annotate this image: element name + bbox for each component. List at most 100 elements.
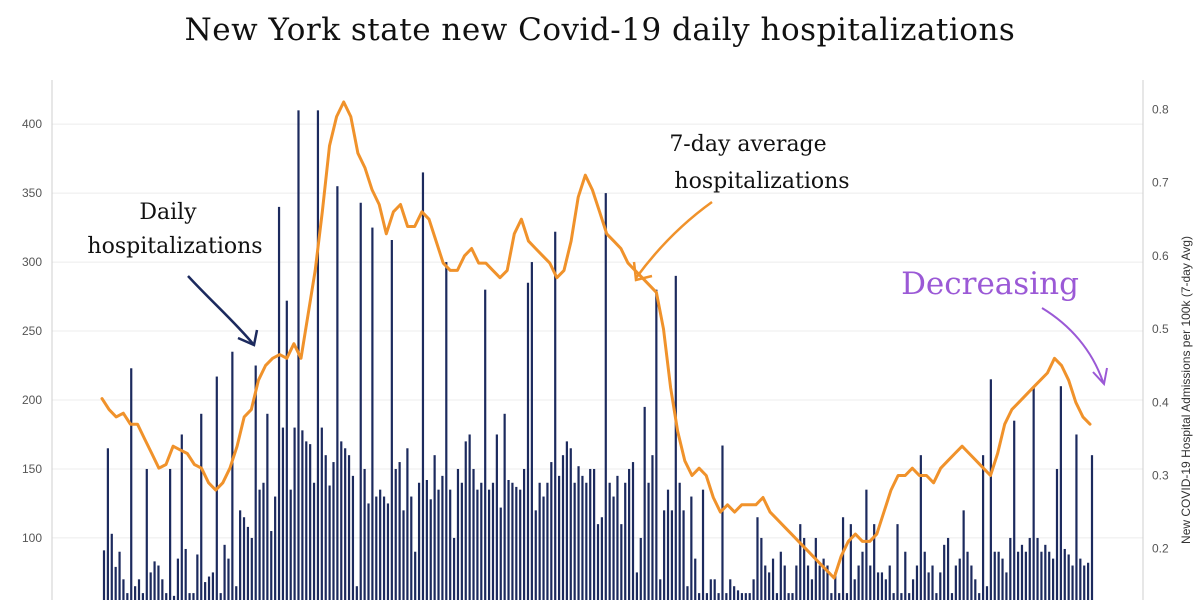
daily-bar — [511, 482, 514, 600]
daily-bar — [468, 434, 471, 600]
daily-bar — [274, 496, 277, 600]
daily-bar — [394, 468, 397, 600]
daily-bar — [701, 489, 705, 600]
daily-bar — [1059, 386, 1062, 600]
y-tick-label: 250 — [22, 324, 42, 338]
arrowhead-daily-hospitalizations — [237, 329, 259, 347]
daily-bar — [165, 593, 168, 600]
arrowhead-7day-average — [632, 261, 653, 282]
daily-bar — [581, 475, 584, 600]
daily-bar — [857, 565, 860, 600]
annotation-daily: Daily — [139, 200, 197, 225]
daily-bar — [624, 482, 627, 600]
daily-bar — [838, 593, 841, 600]
arrow-decreasing — [1041, 307, 1104, 383]
daily-bar — [499, 507, 502, 600]
daily-bar — [978, 593, 981, 600]
daily-bar — [927, 572, 930, 600]
daily-bar — [347, 455, 351, 600]
daily-bar — [985, 586, 989, 600]
daily-bar — [487, 489, 491, 600]
daily-bar — [635, 572, 638, 600]
daily-bar — [729, 579, 732, 600]
daily-bar — [900, 593, 903, 600]
daily-bar — [752, 579, 755, 600]
daily-bar — [410, 496, 413, 600]
daily-bar — [207, 576, 211, 600]
daily-bar — [231, 351, 234, 600]
daily-bar — [239, 510, 242, 600]
daily-bar — [709, 579, 712, 600]
daily-bar — [180, 434, 183, 600]
daily-bar — [647, 482, 650, 600]
daily-bar — [554, 231, 557, 600]
daily-bar — [834, 572, 837, 600]
seven-day-average-line — [100, 100, 1092, 580]
daily-bar — [880, 572, 884, 600]
daily-bar — [585, 482, 588, 600]
daily-bar — [106, 448, 109, 600]
daily-bar — [612, 496, 615, 600]
daily-bar — [363, 468, 366, 600]
daily-bar — [398, 462, 401, 600]
daily-bar — [733, 586, 736, 600]
daily-bar — [328, 485, 331, 600]
daily-bar — [122, 579, 125, 600]
daily-bar — [919, 455, 922, 600]
daily-bar — [935, 593, 938, 600]
daily-bar — [760, 537, 763, 600]
daily-bar — [849, 524, 852, 600]
chart-title: New York state new Covid-19 daily hospit… — [184, 12, 1016, 48]
daily-bar — [332, 462, 335, 600]
y2-tick-label: 0.4 — [1152, 395, 1169, 409]
daily-bar — [480, 482, 483, 600]
daily-bar — [694, 558, 697, 600]
daily-bar — [301, 430, 304, 600]
daily-bar — [204, 582, 207, 600]
arrowhead-decreasing — [1092, 367, 1108, 387]
daily-bar — [655, 289, 658, 600]
arrow-daily-hospitalizations — [187, 275, 255, 346]
y2-axis-label: New COVID-19 Hospital Admissions per 100… — [1179, 236, 1193, 544]
daily-bar — [270, 531, 273, 600]
daily-bar — [799, 524, 802, 600]
daily-bar — [507, 480, 510, 600]
daily-bar — [515, 486, 518, 600]
daily-bar — [340, 441, 343, 600]
daily-bar — [845, 593, 849, 600]
y2-tick-label: 0.5 — [1152, 322, 1169, 336]
daily-bar — [822, 558, 825, 600]
daily-bar — [561, 455, 565, 600]
daily-bar — [433, 455, 436, 600]
daily-bar — [1071, 565, 1074, 600]
daily-bar — [141, 593, 144, 600]
daily-bar — [355, 586, 358, 600]
daily-bar — [1009, 537, 1012, 600]
daily-bar — [663, 510, 666, 600]
daily-bar — [1079, 558, 1082, 600]
daily-bar — [931, 565, 934, 600]
daily-bar — [604, 193, 607, 600]
daily-bar — [277, 206, 281, 600]
annotation-hospitalizations-2: hospitalizations — [674, 169, 849, 194]
annotations: Daily hospitalizations 7-day average hos… — [87, 132, 1108, 387]
daily-bar — [371, 227, 374, 600]
daily-bar — [550, 462, 553, 600]
daily-bar — [678, 482, 681, 600]
daily-bar — [841, 517, 845, 600]
daily-bar — [153, 561, 156, 600]
daily-bar — [161, 579, 164, 600]
daily-bar — [149, 572, 152, 600]
daily-bar — [1044, 544, 1047, 600]
daily-bar — [145, 468, 148, 600]
daily-bar — [690, 496, 693, 600]
daily-bar — [192, 593, 195, 600]
daily-bar — [806, 565, 810, 600]
daily-bar — [379, 489, 382, 600]
daily-bar — [266, 413, 269, 600]
daily-bar — [227, 558, 230, 600]
daily-bar — [312, 482, 316, 600]
daily-bar — [1083, 565, 1086, 600]
daily-bar — [437, 489, 440, 600]
daily-bar — [176, 558, 180, 600]
